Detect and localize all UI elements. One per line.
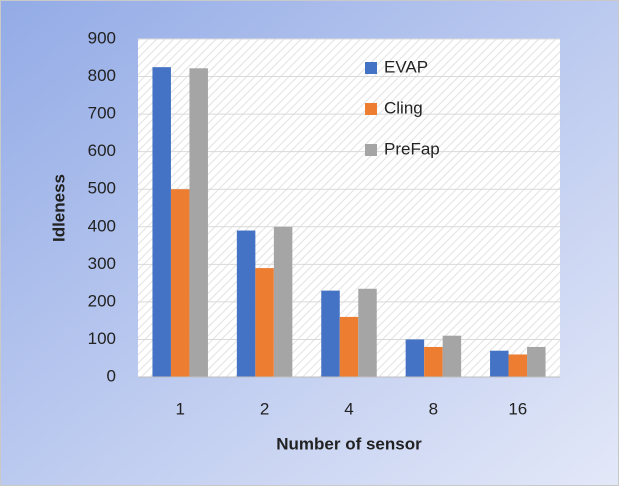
legend-label: EVAP xyxy=(384,57,428,76)
x-tick-label: 4 xyxy=(344,399,353,418)
legend-swatch xyxy=(365,103,377,115)
y-tick-label: 500 xyxy=(88,179,116,198)
bar xyxy=(236,230,256,377)
x-tick-label: 2 xyxy=(260,399,269,418)
y-tick-label: 600 xyxy=(88,141,116,160)
bar xyxy=(490,350,509,377)
bar xyxy=(339,316,359,377)
bar xyxy=(442,335,462,377)
x-tick-label: 1 xyxy=(175,399,184,418)
y-tick-label: 900 xyxy=(88,28,116,47)
y-tick-label: 300 xyxy=(88,254,116,273)
legend-label: PreFap xyxy=(384,139,440,158)
legend-swatch xyxy=(365,144,377,156)
bar xyxy=(189,68,208,377)
y-tick-label: 100 xyxy=(88,329,116,348)
y-tick-label: 0 xyxy=(107,366,116,385)
bar xyxy=(321,290,340,377)
y-tick-label: 800 xyxy=(88,66,116,85)
bar xyxy=(424,346,443,377)
x-tick-label: 8 xyxy=(429,399,438,418)
bar xyxy=(358,288,377,377)
y-axis-title: Idleness xyxy=(49,174,68,242)
bar xyxy=(255,268,274,377)
bar xyxy=(273,226,293,377)
bar xyxy=(508,354,528,377)
bar xyxy=(152,67,171,378)
y-tick-label: 400 xyxy=(88,216,116,235)
bar xyxy=(405,339,425,377)
bar xyxy=(527,346,546,377)
legend-swatch xyxy=(365,62,377,74)
legend-label: Cling xyxy=(384,98,423,117)
bar xyxy=(170,189,190,377)
y-tick-label: 700 xyxy=(88,104,116,123)
x-tick-label: 16 xyxy=(508,399,527,418)
y-tick-label: 200 xyxy=(88,291,116,310)
x-axis-title: Number of sensor xyxy=(276,434,422,453)
